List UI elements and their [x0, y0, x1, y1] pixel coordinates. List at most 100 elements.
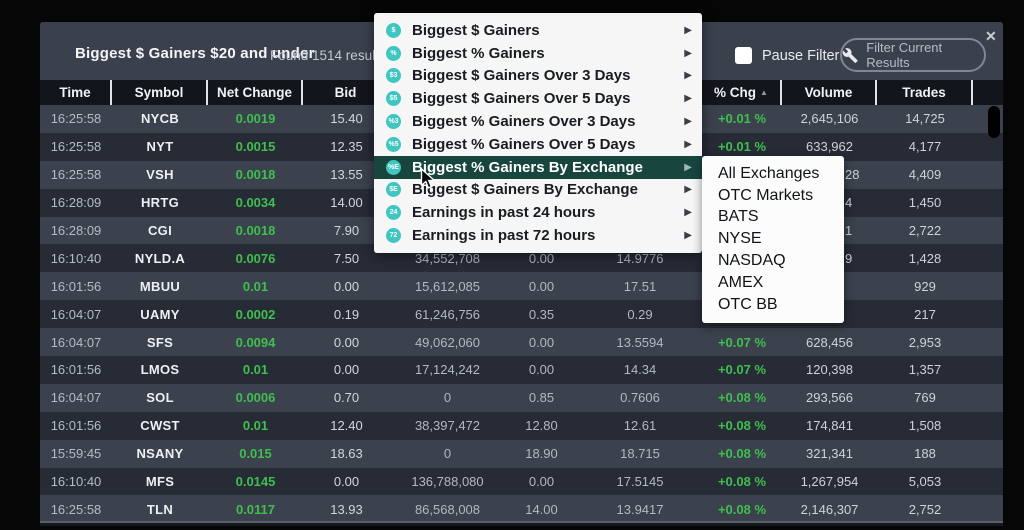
submenu-arrow-icon: ▶ [684, 161, 692, 173]
cell-c7: 13.5594 [616, 334, 664, 350]
cell-bid: 18.63 [330, 446, 363, 462]
close-icon[interactable]: ✕ [985, 28, 997, 44]
cell-symbol: MBUU [139, 278, 181, 294]
table-row[interactable]: 16:01:56 CWST 0.01 12.40 38,397,472 12.80 12.6… [40, 411, 1003, 440]
menu-item-label: Biggest $ Gainers Over 5 Days [412, 90, 631, 108]
cell-time: 16:10:40 [50, 474, 102, 490]
submenu-arrow-icon: ▶ [684, 47, 692, 59]
table-row[interactable]: 16:10:40 MFS 0.0145 0.00 136,788,080 0.00 17.5… [40, 467, 1003, 496]
submenu-item-otc-markets[interactable]: OTC Markets [718, 186, 814, 204]
cell-bid: 13.93 [330, 501, 363, 517]
cell-volume: 1,267,954 [800, 474, 859, 490]
menu-item-label: Earnings in past 72 hours [412, 227, 596, 245]
cell-pct_chg: +0.08 % [717, 474, 767, 490]
cell-trades: 188 [914, 446, 936, 462]
submenu-item-bats[interactable]: BATS [718, 208, 759, 226]
column-header-label: % Chg [714, 85, 757, 100]
cell-time: 15:59:45 [50, 446, 102, 462]
menu-item-biggest-gainers-over-5-days[interactable]: %5 Biggest % Gainers Over 5 Days ▶ [374, 133, 702, 156]
table-row[interactable]: 16:01:56 MBUU 0.01 0.00 15,612,085 0.00 17.51 9… [40, 272, 1003, 301]
window-bottom-edge [40, 521, 1003, 526]
table-row[interactable]: 16:04:07 UAMY 0.0002 0.19 61,246,756 0.35 0.29… [40, 300, 1003, 329]
menu-item-label: Biggest % Gainers Over 3 Days [412, 113, 636, 131]
cell-bid: 0.00 [333, 278, 360, 294]
cell-bid: 13.55 [330, 167, 363, 183]
pause-filter-label: Pause Filter [762, 48, 840, 64]
cell-c7: 17.51 [623, 278, 657, 294]
cell-time: 16:04:07 [50, 390, 102, 406]
cell-c6: 0.00 [528, 278, 555, 294]
menu-item-biggest-gainers[interactable]: $ Biggest $ Gainers ▶ [374, 19, 702, 42]
table-row[interactable]: 15:59:45 NSANY 0.015 18.63 0 18.90 18.715 +0.08… [40, 439, 1003, 468]
submenu-item-all-exchanges[interactable]: All Exchanges [718, 164, 820, 182]
cell-symbol: NYCB [140, 111, 180, 127]
cell-time: 16:28:09 [50, 223, 102, 238]
cell-c7: 17.5145 [616, 474, 664, 490]
pct-gainers-exchange-icon: %E [386, 159, 401, 175]
filter-current-results-button[interactable]: Filter Current Results [840, 38, 986, 72]
column-header--chg[interactable]: % Chg ▲ [702, 80, 782, 105]
cell-symbol: SFS [146, 334, 174, 350]
column-header-symbol[interactable]: Symbol [112, 80, 208, 105]
menu-item-earnings-in-past-24-hours[interactable]: 24 Earnings in past 24 hours ▶ [374, 201, 702, 224]
column-header-time[interactable]: Time [40, 80, 112, 105]
menu-item-biggest-gainers-over-3-days[interactable]: %3 Biggest % Gainers Over 3 Days ▶ [374, 110, 702, 133]
cell-c6: 0.00 [528, 474, 555, 490]
cell-pct_chg: +0.08 % [717, 446, 767, 462]
cell-bid: 0.70 [333, 390, 360, 406]
cell-trades: 1,357 [908, 362, 942, 378]
column-header-net-change[interactable]: Net Change [208, 80, 303, 105]
cell-c7: 14.9776 [616, 250, 664, 266]
dollar-gainers-icon: $ [386, 22, 401, 38]
sort-asc-icon: ▲ [760, 88, 768, 97]
column-header-volume[interactable]: Volume [782, 80, 877, 105]
cell-c6: 18.90 [525, 446, 558, 462]
cell-net_change: 0.0076 [235, 250, 276, 266]
menu-item-earnings-in-past-72-hours[interactable]: 72 Earnings in past 72 hours ▶ [374, 224, 702, 247]
submenu-item-amex[interactable]: AMEX [718, 273, 764, 291]
vertical-scrollbar[interactable] [988, 106, 1000, 138]
menu-item-biggest-gainers-over-5-days[interactable]: $5 Biggest $ Gainers Over 5 Days ▶ [374, 87, 702, 110]
cell-bid: 7.50 [333, 250, 360, 266]
cell-volume: 9 [845, 250, 853, 266]
cell-c6: 0.35 [528, 306, 555, 322]
menu-item-biggest-gainers[interactable]: % Biggest % Gainers ▶ [374, 42, 702, 65]
menu-item-label: Biggest % Gainers By Exchange [412, 158, 643, 176]
table-row[interactable]: 16:25:58 TLN 0.0117 13.93 86,568,008 14.00 13.… [40, 495, 1003, 524]
cell-c6: 12.80 [525, 418, 558, 434]
submenu-item-nyse[interactable]: NYSE [718, 230, 762, 248]
cell-net_change: 0.01 [242, 278, 269, 294]
column-header-trades[interactable]: Trades [877, 80, 973, 105]
table-row[interactable]: 16:04:07 SOL 0.0006 0.70 0 0.85 0.7606 +0.08 % 2… [40, 383, 1003, 412]
table-row[interactable]: 16:04:07 SFS 0.0094 0.00 49,062,060 0.00 13.55… [40, 328, 1003, 357]
menu-item-biggest-gainers-over-3-days[interactable]: $3 Biggest $ Gainers Over 3 Days ▶ [374, 65, 702, 88]
cell-c5: 61,246,756 [414, 306, 481, 322]
cell-c7: 0.29 [627, 306, 653, 322]
cell-symbol: CGI [147, 223, 172, 238]
cell-time: 16:25:58 [50, 111, 102, 127]
cell-c5: 136,788,080 [411, 474, 484, 490]
submenu-item-nasdaq[interactable]: NASDAQ [718, 252, 786, 270]
cell-bid: 12.40 [330, 418, 363, 434]
cell-volume: 293,566 [806, 390, 853, 406]
menu-item-biggest-gainers-by-exchange[interactable]: $E Biggest $ Gainers By Exchange ▶ [374, 179, 702, 202]
cell-pct_chg: +0.08 % [717, 390, 767, 406]
table-row[interactable]: 16:01:56 LMOS 0.01 0.00 17,124,242 0.00 14.34 +… [40, 356, 1003, 384]
cell-symbol: NYT [146, 139, 174, 155]
cell-net_change: 0.0018 [235, 223, 276, 238]
cell-trades: 2,752 [908, 501, 942, 517]
cell-volume: 2,146,307 [800, 501, 859, 517]
cell-net_change: 0.01 [242, 362, 269, 378]
mouse-cursor-icon [420, 168, 436, 189]
cell-symbol: UAMY [140, 306, 180, 322]
cell-volume: 2,645,106 [800, 111, 859, 127]
column-header-label: Bid [334, 85, 357, 100]
cell-symbol: TLN [146, 501, 174, 517]
submenu-item-otc-bb[interactable]: OTC BB [718, 295, 778, 313]
menu-item-biggest-gainers-by-exchange[interactable]: %E Biggest % Gainers By Exchange ▶ [374, 155, 702, 179]
menu-item-label: Biggest $ Gainers By Exchange [412, 181, 638, 199]
cell-c7: 14.34 [623, 362, 657, 378]
pause-filter-checkbox[interactable] [735, 47, 752, 64]
cell-bid: 12.35 [330, 139, 363, 155]
cell-c7: 13.9417 [616, 501, 664, 517]
